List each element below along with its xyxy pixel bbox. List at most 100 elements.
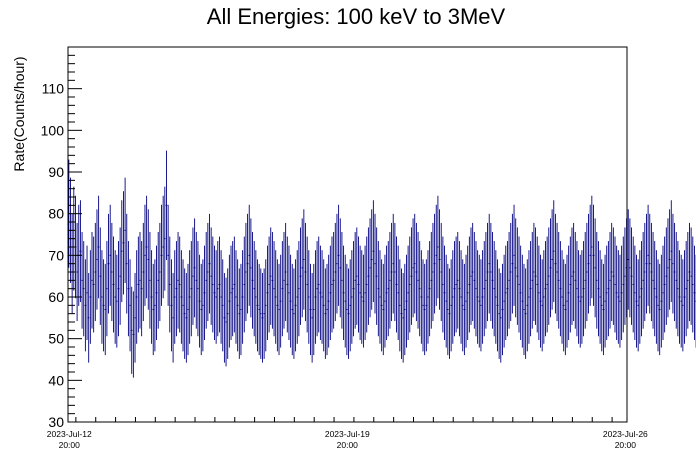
data-point xyxy=(367,227,370,325)
data-point xyxy=(595,232,598,329)
data-point xyxy=(81,232,83,329)
data-point xyxy=(554,213,557,314)
data-point xyxy=(316,241,318,337)
data-point xyxy=(589,204,592,306)
data-point xyxy=(207,222,209,322)
y-tick-label: 90 xyxy=(48,164,64,180)
data-point xyxy=(142,222,145,322)
data-point xyxy=(187,263,189,356)
data-point xyxy=(251,232,254,329)
data-point xyxy=(326,263,328,356)
data-point xyxy=(389,232,391,329)
data-point xyxy=(307,250,310,344)
data-point xyxy=(448,268,451,359)
data-point xyxy=(198,254,201,348)
data-point xyxy=(534,227,537,325)
data-point xyxy=(104,263,107,356)
y-tick-label: 70 xyxy=(48,247,64,263)
data-point xyxy=(235,250,237,344)
x-tick-time: 20:00 xyxy=(337,440,359,450)
data-point xyxy=(561,250,563,344)
data-point xyxy=(202,259,204,352)
data-point xyxy=(286,236,289,333)
data-point xyxy=(415,222,418,322)
data-point xyxy=(476,250,479,344)
data-point xyxy=(680,254,683,348)
data-point xyxy=(117,241,120,337)
data-point xyxy=(395,236,398,333)
data-point xyxy=(165,150,168,261)
y-tick-label: 30 xyxy=(48,414,64,430)
data-point xyxy=(150,250,153,344)
data-point xyxy=(584,232,587,329)
data-point xyxy=(509,222,512,322)
data-point xyxy=(394,222,396,322)
data-point xyxy=(420,250,423,344)
data-point xyxy=(385,245,388,341)
data-point xyxy=(241,250,244,344)
data-point xyxy=(410,227,413,325)
data-point xyxy=(511,213,514,314)
data-point xyxy=(375,227,378,325)
data-point xyxy=(111,222,113,322)
data-point xyxy=(177,232,179,329)
data-point xyxy=(475,241,477,337)
data-point xyxy=(506,241,509,337)
data-point xyxy=(324,268,327,359)
data-point xyxy=(334,222,337,322)
data-point xyxy=(329,245,332,341)
data-point xyxy=(403,263,406,356)
data-point xyxy=(147,209,150,310)
data-point xyxy=(519,245,522,341)
data-point xyxy=(221,259,224,352)
data-point xyxy=(355,227,358,325)
data-point xyxy=(405,254,408,348)
data-point xyxy=(231,241,234,337)
data-point xyxy=(351,250,353,344)
data-point xyxy=(365,236,368,333)
data-point xyxy=(471,222,474,322)
data-point xyxy=(106,241,108,337)
data-point xyxy=(256,259,259,352)
data-point xyxy=(673,222,676,322)
data-point xyxy=(167,204,169,306)
data-point xyxy=(248,204,251,306)
data-point xyxy=(288,245,290,341)
data-point xyxy=(347,268,350,359)
data-point xyxy=(210,227,212,325)
data-point xyxy=(670,200,673,303)
data-point xyxy=(377,241,380,337)
data-point xyxy=(658,263,661,356)
data-point xyxy=(382,263,385,356)
data-point xyxy=(357,236,360,333)
data-point xyxy=(427,250,429,344)
data-point xyxy=(264,259,267,352)
data-point xyxy=(400,268,403,359)
data-point xyxy=(562,259,565,352)
data-point xyxy=(543,250,545,344)
data-point xyxy=(354,232,356,329)
data-point xyxy=(268,236,270,333)
data-point xyxy=(84,259,87,352)
data-point xyxy=(370,209,373,310)
data-point xyxy=(294,259,297,352)
data-point xyxy=(579,254,582,348)
data-point xyxy=(306,236,308,333)
data-point xyxy=(450,259,452,352)
data-point xyxy=(192,227,194,325)
data-point xyxy=(460,250,462,344)
data-point xyxy=(600,259,603,352)
data-point xyxy=(339,218,342,318)
data-point xyxy=(220,250,222,344)
data-point xyxy=(278,263,280,356)
data-point xyxy=(539,254,542,348)
data-point xyxy=(193,218,196,318)
data-point xyxy=(648,213,651,314)
data-point xyxy=(624,227,626,325)
data-point xyxy=(130,286,133,374)
data-point xyxy=(495,250,497,344)
data-point xyxy=(178,236,181,333)
data-point xyxy=(612,227,615,325)
data-point xyxy=(360,250,363,344)
